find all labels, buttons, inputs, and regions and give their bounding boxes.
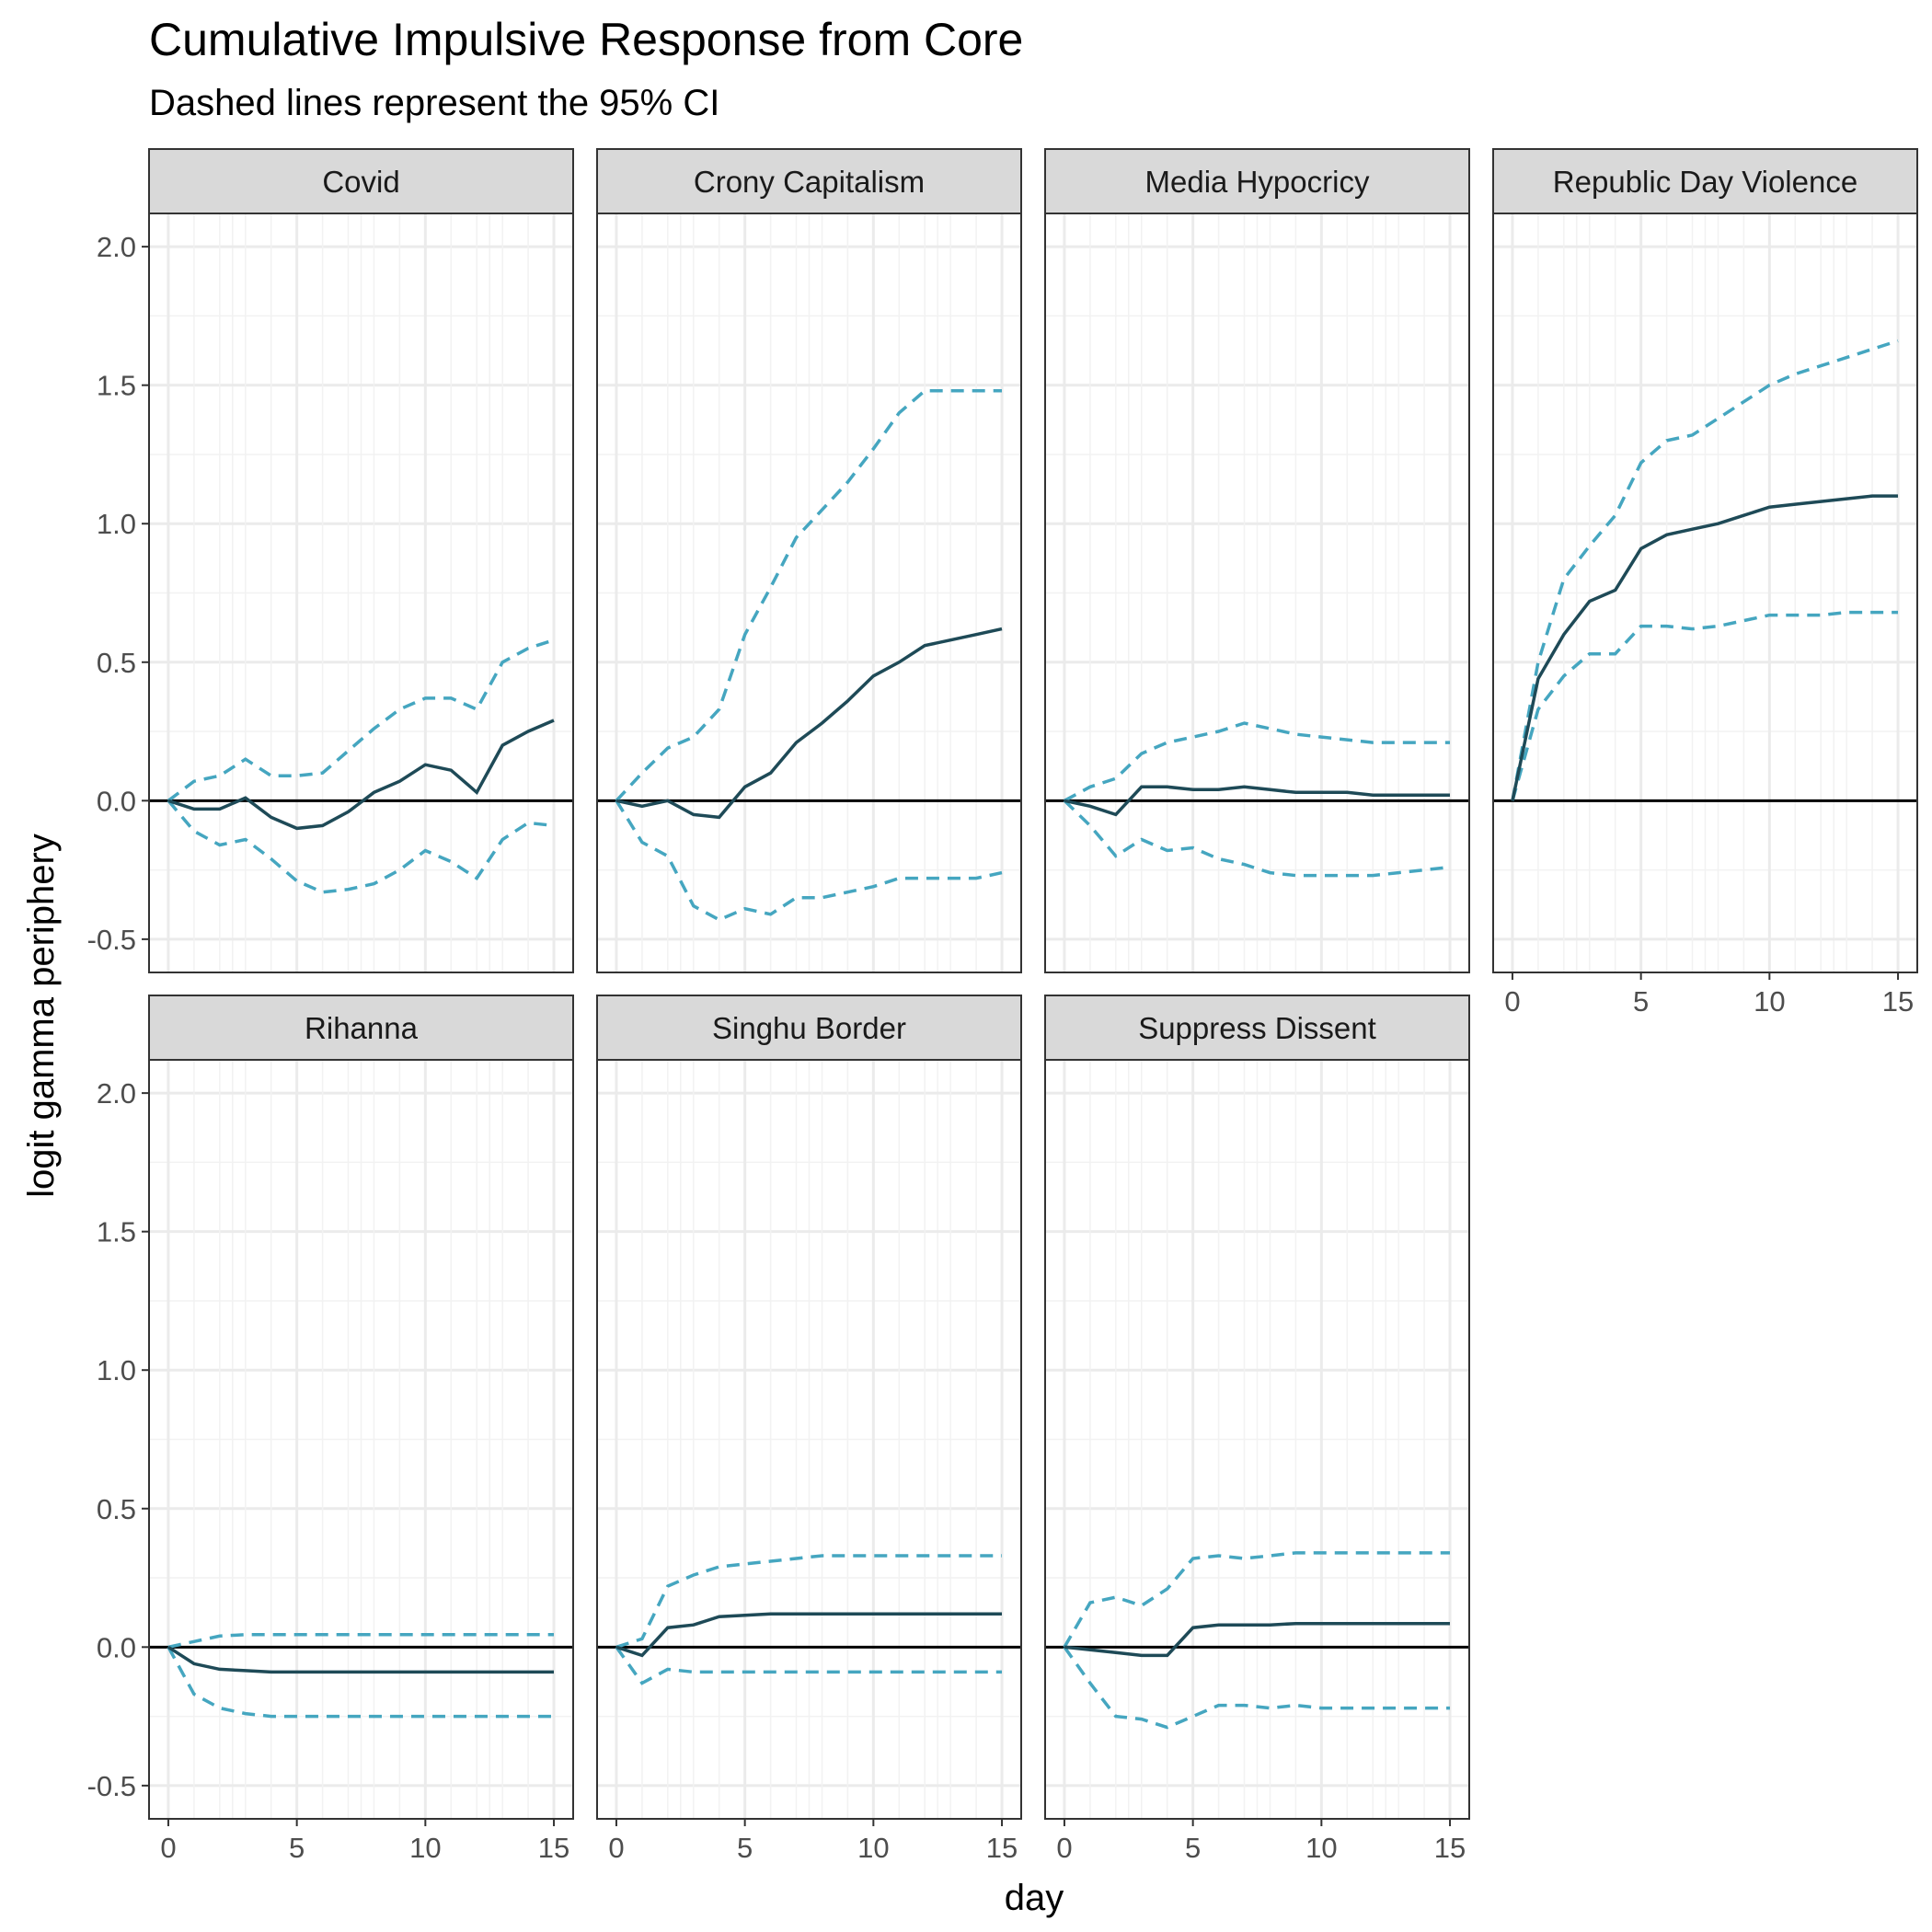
x-tick-label: 5	[289, 1832, 305, 1864]
facet-strip-crony-capitalism	[596, 148, 1022, 214]
x-tick-label: 15	[1434, 1832, 1466, 1864]
facet-label-covid: Covid	[322, 165, 399, 199]
ci-lower-line-covid	[167, 799, 555, 894]
y-tick-label: 1.5	[97, 1216, 136, 1248]
facet-label-republic-day-violence: Republic Day Violence	[1553, 165, 1857, 199]
x-axis-title: day	[1005, 1878, 1064, 1918]
estimate-line-covid	[167, 719, 555, 831]
y-tick-label: -0.5	[87, 924, 136, 956]
x-tick-label: 15	[986, 1832, 1018, 1864]
facet-label-crony-capitalism: Crony Capitalism	[694, 165, 925, 199]
x-tick-label: 10	[1305, 1832, 1337, 1864]
y-axis-title: logit gamma periphery	[21, 834, 62, 1198]
ci-lower-line-rihanna	[167, 1646, 554, 1719]
facet-label-media-hypocricy: Media Hypocricy	[1145, 165, 1370, 199]
ci-lower-line-republic-day-violence	[1511, 610, 1898, 801]
y-tick-label: 0.0	[97, 785, 136, 817]
facet-strip-covid	[148, 148, 574, 214]
x-tick-label: 0	[608, 1832, 624, 1864]
y-tick-label: 0.5	[97, 1493, 136, 1525]
x-tick-label: 10	[1754, 985, 1785, 1018]
facet-label-rihanna: Rihanna	[305, 1011, 419, 1045]
x-tick-label: 15	[538, 1832, 569, 1864]
estimate-line-crony-capitalism	[615, 627, 1003, 820]
ci-lower-line-media-hypocricy	[1063, 799, 1451, 878]
ci-upper-line-covid	[167, 638, 555, 802]
facet-label-singhu-border: Singhu Border	[712, 1011, 906, 1045]
y-tick-label: 1.0	[97, 1354, 136, 1386]
x-tick-label: 15	[1882, 985, 1914, 1018]
y-tick-label: -0.5	[87, 1770, 136, 1802]
chart-title: Cumulative Impulsive Response from Core	[149, 14, 1024, 65]
ci-lower-line-crony-capitalism	[615, 799, 1003, 922]
estimate-line-republic-day-violence	[1511, 494, 1898, 801]
ci-upper-line-crony-capitalism	[615, 388, 1002, 802]
y-tick-label: 0.5	[97, 647, 136, 679]
ci-lower-line-singhu-border	[615, 1646, 1002, 1685]
y-tick-label: 1.0	[97, 508, 136, 540]
facet-strip-republic-day-violence	[1492, 148, 1918, 214]
facet-label-suppress-dissent: Suppress Dissent	[1138, 1011, 1376, 1045]
y-tick-label: 2.0	[97, 1077, 136, 1110]
y-tick-label: 2.0	[97, 231, 136, 263]
x-tick-label: 0	[1056, 1832, 1072, 1864]
facet-strip-rihanna	[148, 995, 574, 1061]
ci-upper-line-suppress-dissent	[1063, 1551, 1450, 1649]
facet-strip-singhu-border	[596, 995, 1022, 1061]
x-tick-label: 10	[409, 1832, 441, 1864]
x-tick-label: 0	[1504, 985, 1520, 1018]
facet-strip-media-hypocricy	[1044, 148, 1470, 214]
x-tick-label: 5	[737, 1832, 753, 1864]
facet-strip-suppress-dissent	[1044, 995, 1470, 1061]
estimate-line-media-hypocricy	[1064, 785, 1450, 817]
chart-subtitle: Dashed lines represent the 95% CI	[149, 83, 720, 123]
ci-lower-line-suppress-dissent	[1063, 1646, 1450, 1730]
x-tick-label: 10	[857, 1832, 889, 1864]
estimate-line-singhu-border	[615, 1612, 1002, 1658]
estimate-line-suppress-dissent	[1064, 1621, 1450, 1658]
ci-upper-line-media-hypocricy	[1064, 721, 1450, 802]
x-tick-label: 5	[1633, 985, 1649, 1018]
x-tick-label: 0	[160, 1832, 176, 1864]
x-tick-label: 5	[1185, 1832, 1201, 1864]
y-tick-label: 0.0	[97, 1631, 136, 1663]
estimate-line-rihanna	[167, 1645, 554, 1674]
ci-upper-line-rihanna	[167, 1633, 554, 1650]
y-tick-label: 1.5	[97, 370, 136, 402]
